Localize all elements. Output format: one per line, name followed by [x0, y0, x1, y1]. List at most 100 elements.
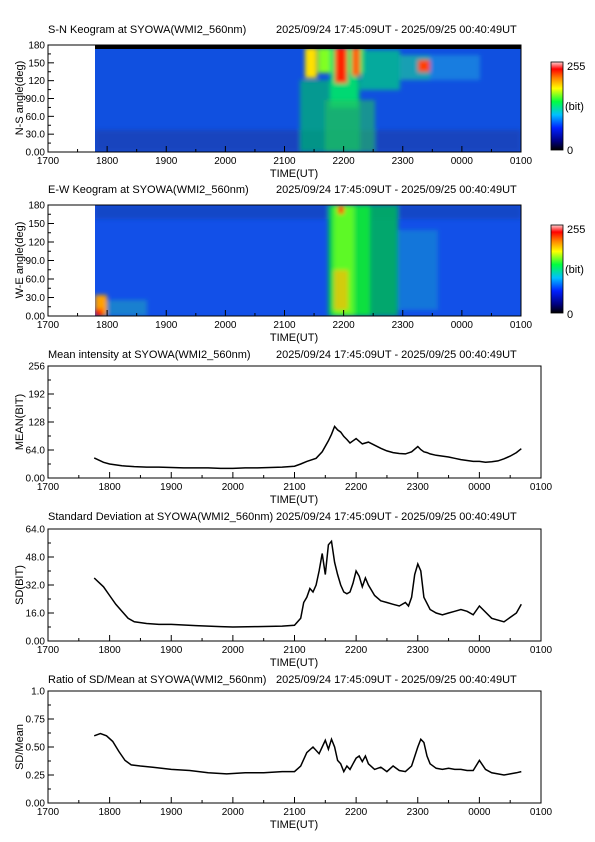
ratio-y-tick-label: 1.0 — [31, 687, 45, 698]
std-dev-series-line — [93, 539, 522, 628]
sn-keogram-y-tick-label: 150 — [28, 58, 45, 69]
mean-intensity-x-tick-label: 2300 — [407, 482, 430, 493]
sn-keogram-x-tick-label: 1900 — [155, 156, 178, 167]
ratio-y-tick-label: 0.25 — [26, 771, 46, 782]
ew-keogram-x-tick-label: 2100 — [273, 320, 296, 331]
sn-keogram-y-tick-label: 120 — [28, 76, 45, 87]
mean-intensity-x-tick-label: 1700 — [37, 482, 60, 493]
ew-keogram-image — [95, 205, 521, 316]
ratio-panel: Ratio of SD/Mean at SYOWA(WMI2_560nm) 20… — [14, 674, 553, 831]
ratio-x-tick-label: 0100 — [530, 807, 553, 818]
std-dev-x-tick-label: 2200 — [345, 645, 368, 656]
ratio-x-tick-label: 2300 — [407, 807, 430, 818]
ratio-y-label: SD/Mean — [14, 724, 26, 770]
sn-keogram-x-tick-label: 2200 — [333, 156, 356, 167]
ratio-y-tick-label: 0.00 — [26, 799, 46, 810]
ew-keogram-x-tick-label: 2200 — [333, 320, 356, 331]
sn-keogram-x-tick-label: 0100 — [510, 156, 533, 167]
ew-keogram-y-tick-label: 180 — [28, 201, 45, 212]
sn-keogram-x-tick-label: 1700 — [37, 156, 60, 167]
std-dev-x-axis: 1700 1800 1900 2000 2100 2200 2300 0000 0100 — [37, 635, 553, 656]
ew-keogram-x-tick-label: 0100 — [510, 320, 533, 331]
ew-keogram-title: E-W Keogram at SYOWA(WMI2_560nm) — [48, 184, 249, 196]
mean-intensity-x-tick-label: 0000 — [468, 482, 491, 493]
mean-intensity-x-tick-label: 0100 — [530, 482, 553, 493]
sn-keogram-x-axis: 1700 1800 1900 2000 2100 2200 2300 0000 0100 — [37, 146, 533, 167]
ew-colorbar: 255 (bit) 0 — [550, 224, 585, 321]
ratio-x-tick-label: 2200 — [345, 807, 368, 818]
ratio-y-tick-label: 0.75 — [26, 715, 46, 726]
mean-intensity-series-line — [93, 424, 522, 470]
ratio-x-label: TIME(UT) — [270, 819, 318, 831]
sn-keogram-image — [95, 45, 521, 152]
sn-keogram-y-label: N-S angle(deg) — [14, 61, 26, 136]
sn-keogram-y-tick-label: 0.00 — [26, 148, 46, 159]
sn-colorbar-max-label: 255 — [567, 61, 585, 73]
sn-keogram-y-axis: 0.00 30.0 60.0 90.0 120 150 180 — [26, 41, 54, 159]
ew-keogram-y-tick-label: 120 — [28, 238, 45, 249]
ew-keogram-y-tick-label: 90.0 — [26, 256, 46, 267]
ew-keogram-y-label: W-E angle(deg) — [14, 222, 26, 299]
mean-intensity-x-tick-label: 1900 — [160, 482, 183, 493]
ew-keogram-y-tick-label: 0.00 — [26, 312, 46, 323]
ratio-x-tick-label: 2100 — [283, 807, 306, 818]
mean-intensity-x-tick-label: 2200 — [345, 482, 368, 493]
sn-colorbar-unit-label: (bit) — [565, 101, 584, 113]
mean-intensity-x-axis: 1700 1800 1900 2000 2100 2200 2300 0000 0100 — [37, 472, 553, 493]
ratio-y-axis: 0.00 0.25 0.50 0.75 1.0 — [26, 687, 54, 810]
ratio-frame — [47, 690, 542, 804]
std-dev-x-tick-label: 0100 — [530, 645, 553, 656]
ew-keogram-x-tick-label: 0000 — [451, 320, 474, 331]
mean-intensity-panel: Mean intensity at SYOWA(WMI2_560nm) 2025… — [14, 349, 553, 506]
sn-keogram-x-tick-label: 2300 — [392, 156, 415, 167]
ew-keogram-y-tick-label: 60.0 — [26, 275, 46, 286]
mean-intensity-x-label: TIME(UT) — [270, 494, 318, 506]
std-dev-panel: Standard Deviation at SYOWA(WMI2_560nm) … — [14, 511, 553, 669]
std-dev-x-tick-label: 0000 — [468, 645, 491, 656]
ew-keogram-time-range: 2025/09/24 17:45:09UT - 2025/09/25 00:40… — [276, 184, 517, 196]
sn-keogram-x-tick-label: 2100 — [273, 156, 296, 167]
mean-intensity-y-axis: 0.00 64.0 128 192 256 — [26, 362, 54, 485]
std-dev-title: Standard Deviation at SYOWA(WMI2_560nm) — [48, 511, 273, 523]
mean-intensity-y-tick-label: 0.00 — [26, 474, 46, 485]
ew-keogram-x-tick-label: 1800 — [96, 320, 119, 331]
ew-keogram-y-tick-label: 30.0 — [26, 293, 46, 304]
sn-colorbar-min-label: 0 — [567, 145, 573, 157]
std-dev-y-axis: 0.00 16.0 32.0 48.0 64.0 — [26, 525, 54, 648]
ew-keogram-x-tick-label: 1900 — [155, 320, 178, 331]
sn-keogram-y-tick-label: 180 — [28, 41, 45, 52]
ratio-title: Ratio of SD/Mean at SYOWA(WMI2_560nm) — [48, 674, 266, 686]
std-dev-y-tick-label: 0.00 — [26, 637, 46, 648]
std-dev-x-tick-label: 2300 — [407, 645, 430, 656]
sn-keogram-x-tick-label: 0000 — [451, 156, 474, 167]
ew-keogram-x-tick-label: 2300 — [392, 320, 415, 331]
std-dev-time-range: 2025/09/24 17:45:09UT - 2025/09/25 00:40… — [276, 511, 517, 523]
mean-intensity-y-tick-label: 256 — [28, 362, 45, 373]
ratio-series-line — [93, 732, 522, 776]
mean-intensity-y-tick-label: 128 — [28, 418, 45, 429]
ratio-x-tick-label: 1900 — [160, 807, 183, 818]
std-dev-x-label: TIME(UT) — [270, 657, 318, 669]
mean-intensity-y-label: MEAN(BIT) — [14, 394, 26, 450]
std-dev-x-tick-label: 2000 — [222, 645, 245, 656]
std-dev-y-tick-label: 32.0 — [26, 581, 46, 592]
mean-intensity-y-tick-label: 192 — [28, 390, 45, 401]
std-dev-y-label: SD(BIT) — [14, 565, 26, 605]
ratio-time-range: 2025/09/24 17:45:09UT - 2025/09/25 00:40… — [276, 674, 517, 686]
ew-colorbar-min-label: 0 — [567, 309, 573, 321]
std-dev-y-tick-label: 16.0 — [26, 609, 46, 620]
std-dev-x-tick-label: 2100 — [283, 645, 306, 656]
ratio-x-tick-label: 0000 — [468, 807, 491, 818]
mean-intensity-time-range: 2025/09/24 17:45:09UT - 2025/09/25 00:40… — [276, 349, 517, 361]
mean-intensity-x-tick-label: 2100 — [283, 482, 306, 493]
ratio-x-tick-label: 1700 — [37, 807, 60, 818]
sn-keogram-x-tick-label: 1800 — [96, 156, 119, 167]
ratio-y-tick-label: 0.50 — [26, 743, 46, 754]
ratio-x-tick-label: 2000 — [222, 807, 245, 818]
mean-intensity-x-tick-label: 1800 — [99, 482, 122, 493]
ew-keogram-x-tick-label: 2000 — [214, 320, 237, 331]
ratio-x-tick-label: 1800 — [99, 807, 122, 818]
ew-keogram-x-label: TIME(UT) — [270, 332, 318, 344]
sn-keogram-x-tick-label: 2000 — [214, 156, 237, 167]
std-dev-y-tick-label: 48.0 — [26, 553, 46, 564]
